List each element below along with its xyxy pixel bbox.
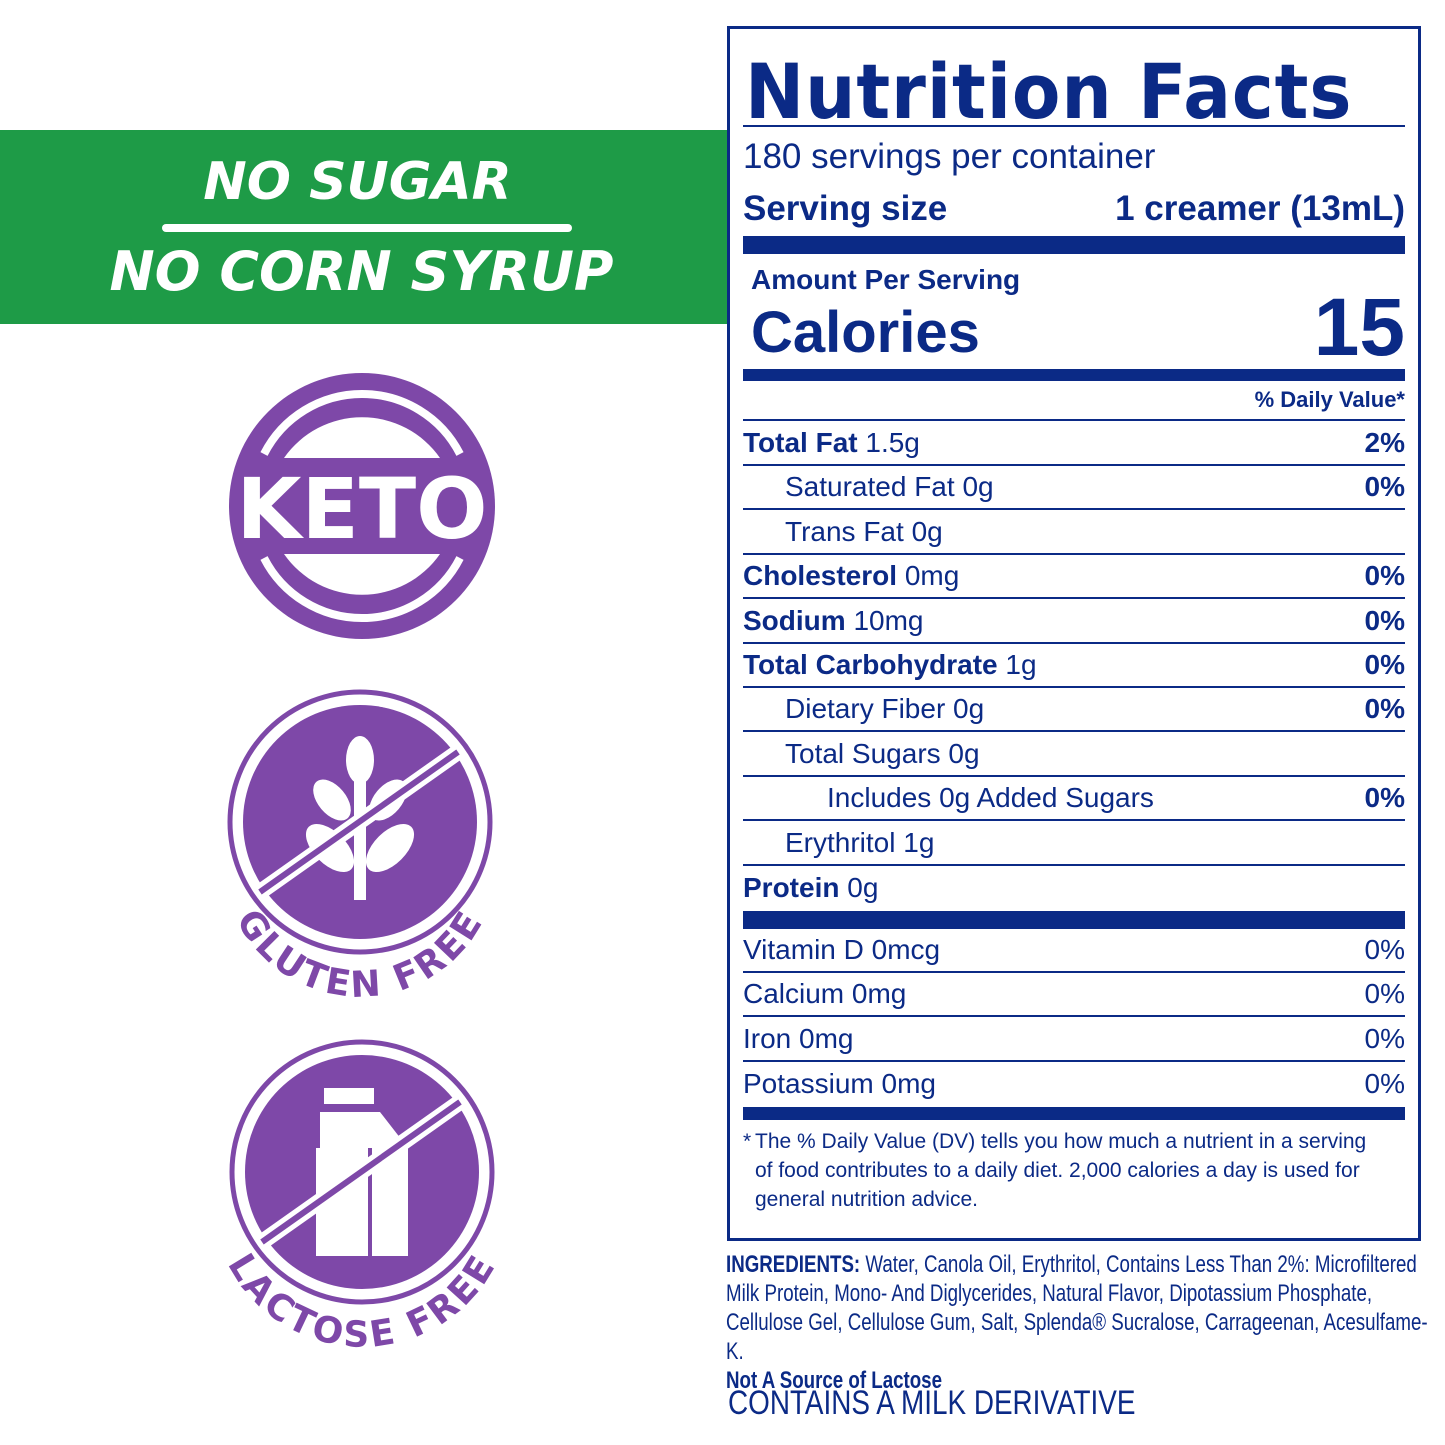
nutrient-label: Includes 0g Added Sugars [827,782,1154,814]
nutrient-row: Total Fat 1.5g 2% [743,422,1405,466]
nutrient-amount: 10mg [853,604,924,636]
nutrient-name: Dietary Fiber 0g [785,693,984,725]
nutrition-title: Nutrition Facts [745,47,1353,136]
footnote-mark: * [743,1130,752,1153]
vitamin-name: Iron 0mg [743,1022,854,1054]
nutrient-daily-value: 0% [1364,604,1405,636]
vitamin-name: Calcium 0mg [743,978,907,1010]
nutrient-name: Trans Fat 0g [785,516,943,548]
nutrient-row: Total Carbohydrate 1g 0% [743,644,1405,688]
nutrient-label: Cholesterol [743,560,898,592]
divider [743,125,1405,127]
nutrient-amount: 1.5g [865,427,920,458]
vitamin-name: Vitamin D 0mcg [743,934,941,965]
vitamin-daily-value: 0% [1364,934,1405,965]
nutrient-label: Trans Fat [785,515,904,547]
nutrient-label: Erythritol [785,826,896,858]
divider [743,419,1405,421]
nutrient-amount: 1g [1005,649,1037,680]
nutrient-daily-value: 0% [1364,560,1405,592]
vitamin-daily-value: 0% [1364,1022,1405,1054]
nutrient-row: Sodium 10mg 0% [743,600,1405,644]
nutrient-row: Protein 0g [743,866,1405,910]
vitamin-daily-value: 0% [1364,1068,1405,1100]
divider-medium [743,369,1405,381]
calories-label: Calories [751,300,980,365]
footnote-text: The % Daily Value (DV) tells you how muc… [755,1130,1367,1211]
nutrient-daily-value: 0% [1364,471,1405,503]
nutrient-label: Sodium [743,604,846,636]
calories-value: 15 [1313,282,1405,373]
nutrient-name: Saturated Fat 0g [785,471,994,503]
nutrient-label: Total Carbohydrate [743,649,998,680]
keto-badge: KETO [229,373,495,639]
serving-size: Serving size 1 creamer (13mL) [743,189,1405,229]
nutrient-label: Total Sugars [785,737,941,769]
daily-value-header: % Daily Value* [1254,387,1405,412]
nutrient-row: Includes 0g Added Sugars 0% [743,777,1405,822]
banner-divider [162,224,572,232]
nutrient-name: Includes 0g Added Sugars [827,782,1154,814]
nutrient-label: Total Fat [743,427,858,458]
nutrient-row: Saturated Fat 0g 0% [743,466,1405,511]
nutrient-amount: 0g [953,693,985,725]
vitamin-row: Vitamin D 0mcg 0% [743,929,1405,973]
nutrient-amount: 0g [911,515,943,547]
nutrient-amount: 0g [962,471,994,503]
nutrient-name: Total Fat 1.5g [743,427,920,459]
divider-thick [743,911,1405,929]
divider-medium [743,1107,1405,1120]
ingredients-label: INGREDIENTS: [726,1251,861,1278]
lactose-free-badge: LACTOSE FREE [219,1039,502,1356]
nutrient-amount: 1g [903,826,935,858]
nutrient-daily-value: 0% [1364,782,1405,814]
nutrient-daily-value: 0% [1364,649,1405,680]
ingredients: INGREDIENTS: Water, Canola Oil, Erythrit… [726,1250,1428,1395]
nutrient-row: Cholesterol 0mg 0% [743,555,1405,600]
nutrient-row: Trans Fat 0g [743,511,1405,555]
divider-thick [743,236,1405,254]
vitamin-row: Potassium 0mg 0% [743,1062,1405,1106]
keto-text: KETO [236,460,487,558]
nutrient-label: Dietary Fiber [785,693,946,725]
vitamin-row: Iron 0mg 0% [743,1018,1405,1062]
nutrient-label: Protein [743,872,840,903]
nutrient-amount: 0mg [904,560,960,592]
nutrient-name: Sodium 10mg [743,605,924,637]
nutrient-row: Total Sugars 0g [743,733,1405,777]
nutrient-daily-value: 2% [1364,427,1405,458]
vitamin-row: Calcium 0mg 0% [743,973,1405,1018]
nutrient-name: Erythritol 1g [785,827,934,859]
servings-per-container: 180 servings per container [743,137,1156,176]
footnote: * The % Daily Value (DV) tells you how m… [743,1127,1405,1214]
nutrient-row: Dietary Fiber 0g 0% [743,688,1405,733]
no-sugar-banner: NO SUGAR NO CORN SYRUP [0,130,727,324]
ingredients-text: Water, Canola Oil, Erythritol, Contains … [726,1251,1428,1365]
nutrient-amount: 0g [847,872,879,903]
nutrient-name: Protein 0g [743,872,878,904]
amount-per-serving: Amount Per Serving [751,264,1021,295]
nutrient-name: Total Sugars 0g [785,738,980,770]
banner-line1: NO SUGAR [203,152,512,212]
nutrient-label: Saturated Fat [785,471,955,503]
nutrient-amount: 0g [948,737,980,769]
nutrient-name: Total Carbohydrate 1g [743,649,1037,681]
nutrient-daily-value: 0% [1364,693,1405,725]
gluten-free-badge: GLUTEN FREE [227,689,493,1000]
allergen-statement: CONTAINS A MILK DERIVATIVE [728,1384,1136,1422]
lactose-note: Not A Source of Lactose [726,1367,943,1394]
vitamin-name: Potassium 0mg [743,1068,936,1100]
nutrient-row: Erythritol 1g [743,822,1405,866]
nutrition-facts-label: Nutrition Facts 180 servings per contain… [727,26,1421,1241]
nutrient-name: Cholesterol 0mg [743,560,959,592]
banner-line2: NO CORN SYRUP [109,240,614,303]
serving-size-value: 1 creamer (13mL) [1115,189,1405,228]
vitamin-daily-value: 0% [1364,978,1405,1010]
serving-size-label: Serving size [743,189,948,228]
